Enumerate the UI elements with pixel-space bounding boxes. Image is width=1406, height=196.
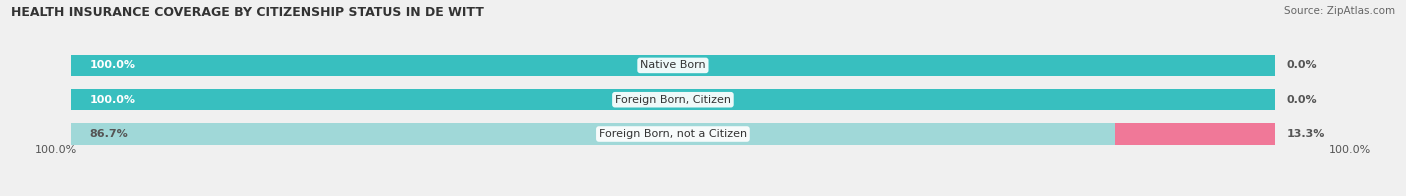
Text: Source: ZipAtlas.com: Source: ZipAtlas.com xyxy=(1284,6,1395,16)
Bar xyxy=(72,55,1275,76)
Text: 100.0%: 100.0% xyxy=(35,145,77,155)
Bar xyxy=(72,123,1115,145)
Text: HEALTH INSURANCE COVERAGE BY CITIZENSHIP STATUS IN DE WITT: HEALTH INSURANCE COVERAGE BY CITIZENSHIP… xyxy=(11,6,484,19)
Bar xyxy=(72,89,1275,110)
Text: 86.7%: 86.7% xyxy=(90,129,128,139)
Text: 13.3%: 13.3% xyxy=(1286,129,1324,139)
Text: Native Born: Native Born xyxy=(640,60,706,70)
Text: 0.0%: 0.0% xyxy=(1286,60,1317,70)
Text: Foreign Born, not a Citizen: Foreign Born, not a Citizen xyxy=(599,129,747,139)
Bar xyxy=(72,55,1275,76)
Text: 0.0%: 0.0% xyxy=(1286,95,1317,105)
Text: 100.0%: 100.0% xyxy=(90,60,135,70)
Text: Foreign Born, Citizen: Foreign Born, Citizen xyxy=(614,95,731,105)
Bar xyxy=(72,123,1275,145)
Bar xyxy=(72,89,1275,110)
Text: 100.0%: 100.0% xyxy=(90,95,135,105)
Text: 100.0%: 100.0% xyxy=(1329,145,1371,155)
Bar xyxy=(1115,123,1275,145)
